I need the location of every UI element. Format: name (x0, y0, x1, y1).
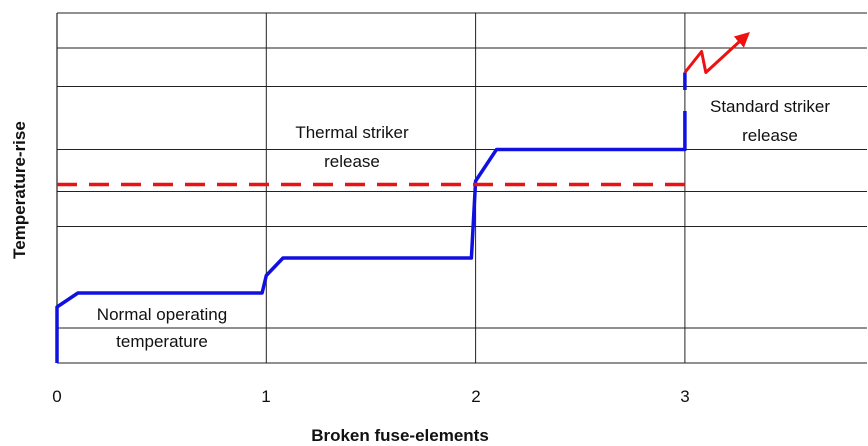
x-tick-labels: 0 1 2 3 (52, 387, 689, 406)
x-axis-title: Broken fuse-elements (311, 426, 489, 445)
x-tick-label-2: 2 (471, 387, 480, 406)
annotation-normal-operating: Normal operating (97, 305, 227, 324)
annotation-standard-release: release (742, 126, 798, 145)
annotation-standard-striker: Standard striker (710, 97, 830, 116)
annotation-thermal-release: release (324, 152, 380, 171)
y-axis-title: Temperature-rise (10, 121, 29, 259)
series-striker-line (685, 34, 748, 73)
annotation-normal-temperature: temperature (116, 332, 208, 351)
x-tick-label-1: 1 (261, 387, 270, 406)
x-tick-label-0: 0 (52, 387, 61, 406)
x-tick-label-3: 3 (680, 387, 689, 406)
series-temperature-line (57, 111, 685, 363)
annotation-thermal-striker: Thermal striker (295, 123, 409, 142)
